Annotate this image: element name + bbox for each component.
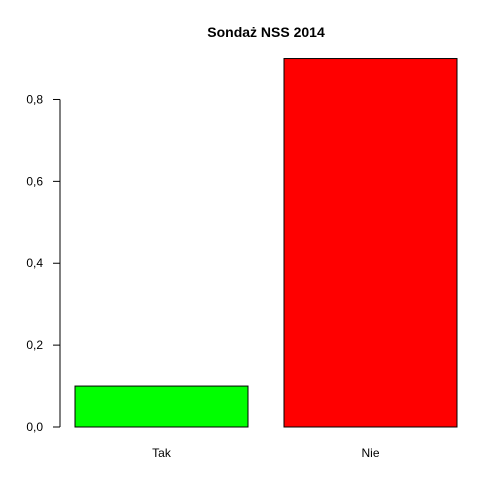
bar-tak: [74, 385, 249, 428]
y-tick-label: 0,2: [26, 338, 43, 352]
x-category-label: Tak: [152, 446, 172, 460]
x-category-label: Nie: [361, 446, 379, 460]
chart-title: Sondaż NSS 2014: [207, 24, 325, 40]
y-tick-label: 0,0: [26, 420, 43, 434]
y-axis: 0,0 0,2 0,4 0,6 0,8: [26, 92, 61, 434]
bars: [74, 58, 458, 428]
y-tick-label: 0,8: [26, 92, 43, 106]
y-tick-label: 0,4: [26, 256, 43, 270]
y-tick-label: 0,6: [26, 174, 43, 188]
bar-nie: [283, 58, 458, 428]
x-axis-labels: Tak Nie: [152, 446, 380, 460]
